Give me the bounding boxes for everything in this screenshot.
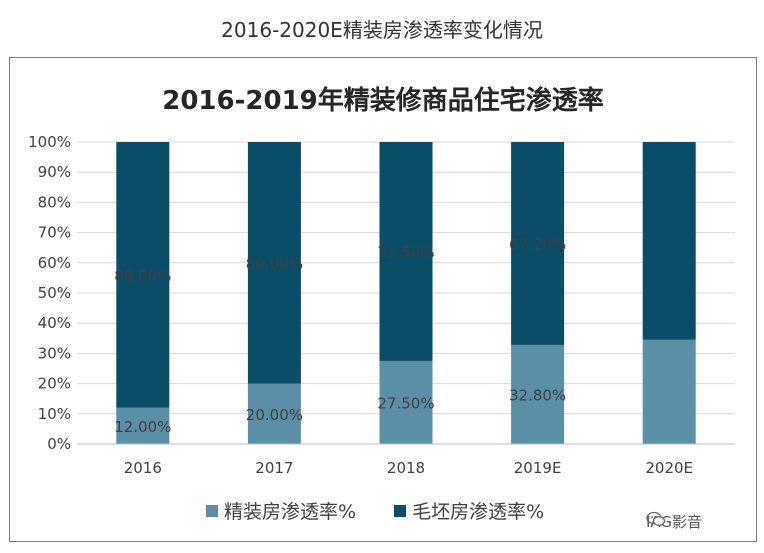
bar-finished-2016 xyxy=(116,407,170,444)
data-label: 12.00% xyxy=(114,418,171,436)
legend-item-finished: 精装房渗透率% xyxy=(206,497,356,524)
y-tick-label: 10% xyxy=(38,405,71,423)
y-tick-label: 80% xyxy=(38,193,71,211)
bar-unfinished-2018 xyxy=(379,142,433,361)
x-axis: 2016 2017 2018 2019E 2020E xyxy=(77,443,735,477)
bar-finished-2019E xyxy=(511,344,565,444)
y-tick-label: 20% xyxy=(38,375,71,393)
x-tick-label: 2020E xyxy=(645,459,693,477)
data-label: 80.00% xyxy=(246,255,303,273)
y-tick-label: 70% xyxy=(38,224,71,242)
bar-unfinished-2020E xyxy=(642,142,696,340)
legend-swatch-unfinished xyxy=(394,504,407,517)
bar-finished-2017 xyxy=(247,383,301,444)
bar-unfinished-2017 xyxy=(247,142,301,384)
data-label: 72.50% xyxy=(377,243,434,261)
data-label: 88.00% xyxy=(114,267,171,285)
y-tick-label: 60% xyxy=(38,254,71,272)
y-tick-label: 100% xyxy=(28,133,71,151)
y-tick-label: 40% xyxy=(38,314,71,332)
bar-unfinished-2016 xyxy=(116,142,170,408)
y-tick-label: 30% xyxy=(38,344,71,362)
stacked-bar-chart: 0% 10% 20% 30% 40% 50% 60% 70% 80% 90% 100% 12.00%… xyxy=(28,133,735,477)
legend-item-unfinished: 毛坯房渗透率% xyxy=(394,497,544,524)
y-tick-label: 0% xyxy=(47,435,71,453)
bars xyxy=(116,142,696,444)
x-tick-label: 2018 xyxy=(387,459,425,477)
data-label: 27.50% xyxy=(377,394,434,412)
legend-label-finished: 精装房渗透率% xyxy=(224,501,357,523)
data-label: 32.80% xyxy=(509,386,566,404)
watermark: IAG影音 xyxy=(646,511,702,532)
y-axis: 0% 10% 20% 30% 40% 50% 60% 70% 80% 90% 100% xyxy=(28,133,71,453)
data-labels: 12.00% 88.00% 20.00% 80.00% 27.50% 72.50% 32.8… xyxy=(114,235,566,435)
x-tick-label: 2016 xyxy=(124,459,162,477)
bar-unfinished-2019E xyxy=(511,142,565,345)
x-tick-label: 2017 xyxy=(255,459,293,477)
legend-label-unfinished: 毛坯房渗透率% xyxy=(412,501,545,523)
chart-frame: 2016-2019年精装修商品住宅渗透率 0% 10% 20% 30% 40% 50% 60… xyxy=(9,57,757,542)
page-title: 2016-2020E精装房渗透率变化情况 xyxy=(221,18,543,42)
chart-title: 2016-2019年精装修商品住宅渗透率 xyxy=(162,86,604,116)
y-tick-label: 50% xyxy=(38,284,71,302)
bar-finished-2020E xyxy=(642,339,696,444)
y-tick-label: 90% xyxy=(38,163,71,181)
data-label: 20.00% xyxy=(246,406,303,424)
data-label: 67.20% xyxy=(509,235,566,253)
x-tick-label: 2019E xyxy=(514,459,562,477)
wechat-icon xyxy=(646,511,666,526)
bar-finished-2018 xyxy=(379,360,433,444)
legend-swatch-finished xyxy=(206,504,218,517)
legend: 精装房渗透率% 毛坯房渗透率% xyxy=(206,497,582,524)
